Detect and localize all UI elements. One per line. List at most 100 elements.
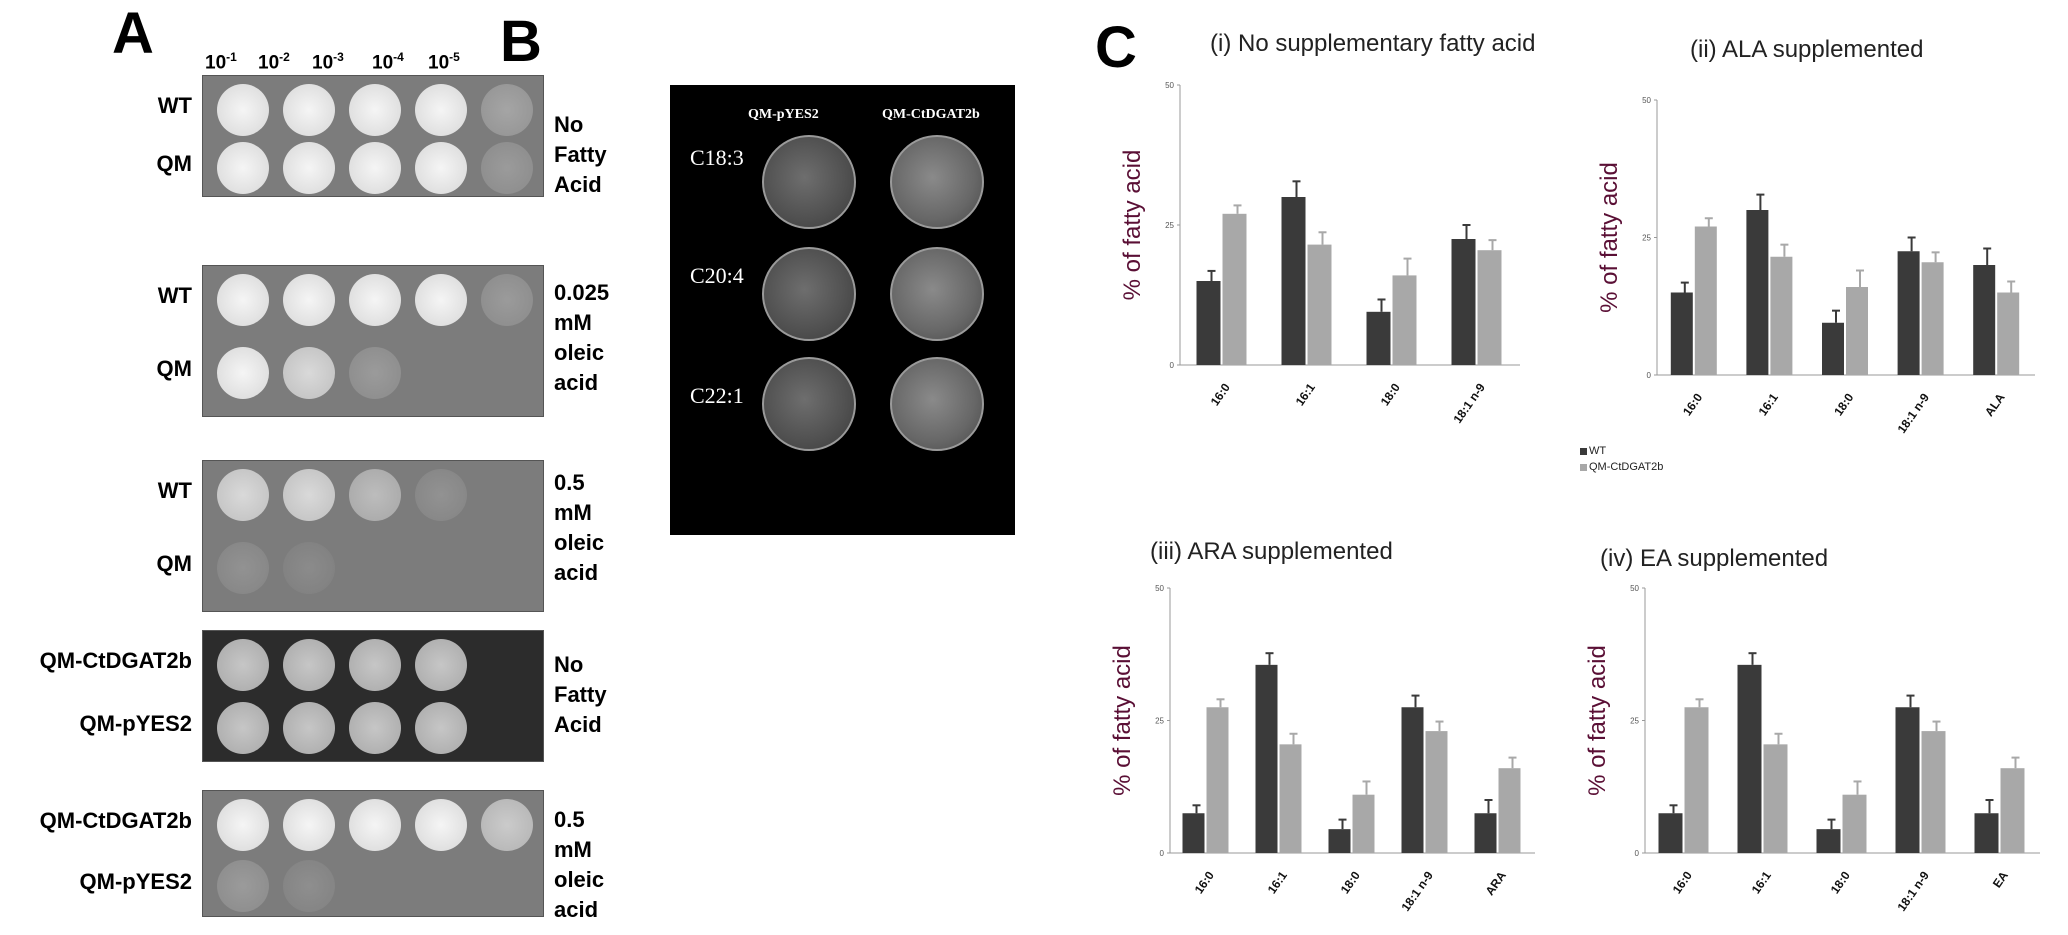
bar <box>1307 244 1332 365</box>
x-tick-label: 18:1 n-9 <box>1450 380 1488 425</box>
strain-label: QM-CtDGAT2b <box>39 808 192 833</box>
yeast-spot <box>415 639 467 691</box>
x-tick-label: 16:0 <box>1208 380 1233 408</box>
bar <box>1737 664 1762 853</box>
y-tick-label: 50 <box>1155 584 1164 593</box>
bar <box>1746 210 1769 375</box>
bar <box>1451 239 1476 365</box>
spot-plate-strip <box>202 630 544 762</box>
yeast-spot <box>349 799 401 851</box>
bar <box>1897 251 1920 375</box>
y-tick-label: 0 <box>1170 361 1175 370</box>
x-tick-label: 18:0 <box>1828 868 1853 896</box>
bar <box>1206 707 1229 853</box>
yeast-spot <box>481 799 533 851</box>
yeast-spot <box>283 84 335 136</box>
dilution-label: 10-2 <box>258 50 290 74</box>
y-tick-label: 50 <box>1165 81 1174 90</box>
strain-label: QM <box>156 151 192 176</box>
spot-plate-strip <box>202 265 544 417</box>
bar <box>1842 794 1867 853</box>
bar <box>1770 256 1793 375</box>
x-tick-label: 16:1 <box>1265 868 1290 896</box>
chart-title: (ii) ALA supplemented <box>1690 36 1924 63</box>
y-tick-label: 0 <box>1635 849 1640 858</box>
y-tick-label: 25 <box>1155 717 1164 726</box>
x-tick-label: 18:0 <box>1831 390 1856 418</box>
dilution-label: 10-4 <box>372 50 404 74</box>
bar-chart-ea: % of fatty acid 0 25 50 16:0 16:1 18:0 18:1 n-9… <box>1584 584 2040 914</box>
yeast-spot <box>283 274 335 326</box>
dilution-label: 10-1 <box>205 50 237 74</box>
yeast-spot <box>349 142 401 194</box>
x-tick-label: 16:1 <box>1749 868 1774 896</box>
y-tick-label: 25 <box>1630 717 1639 726</box>
bar <box>1196 281 1221 365</box>
bar <box>1392 275 1417 365</box>
bar <box>1498 768 1521 853</box>
strain-label: WT <box>157 283 192 308</box>
panel-b-row-label: C22:1 <box>690 383 744 408</box>
yeast-spot <box>349 347 401 399</box>
agar-plate-qm-pyes2-c22-1 <box>762 357 856 451</box>
strain-label: QM-pYES2 <box>79 868 192 894</box>
spot-plate-strip <box>202 75 544 197</box>
x-tick-label: 16:0 <box>1680 390 1705 418</box>
x-tick-label: 18:1 n-9 <box>1894 868 1932 913</box>
legend-item-wt: WT <box>1580 445 1606 457</box>
strain-label: WT <box>157 478 192 503</box>
agar-plate-qm-pyes2-c18-3 <box>762 135 856 229</box>
spot-plate-strip <box>202 790 544 917</box>
bar <box>1222 213 1247 365</box>
yeast-spot <box>283 347 335 399</box>
bar <box>1328 829 1351 853</box>
x-tick-label: 16:1 <box>1756 390 1781 418</box>
bar-chart-no-supplement: % of fatty acid 0 25 50 16:0 16:1 18:0 18:1 n-9 <box>1119 81 1520 426</box>
bar <box>1763 744 1788 853</box>
bar <box>1921 731 1946 853</box>
agar-plate-qm-pyes2-c20-4 <box>762 247 856 341</box>
y-tick-label: 50 <box>1642 96 1651 105</box>
condition-label: No Fatty Acid <box>554 652 607 737</box>
bar <box>1474 813 1497 853</box>
y-axis-label: % of fatty acid <box>1584 645 1611 796</box>
x-tick-label: EA <box>1990 868 2011 890</box>
bar <box>1822 322 1844 375</box>
legend-swatch <box>1580 447 1587 455</box>
legend-item-qm-ctdgat2b: QM-CtDGAT2b <box>1580 461 1663 473</box>
chart-title: (iv) EA supplemented <box>1600 545 1829 572</box>
condition-label: 0.025 mM oleic acid <box>554 280 610 395</box>
legend-swatch <box>1580 463 1587 471</box>
yeast-spot <box>415 469 467 521</box>
bar-chart-ala: % of fatty acid 0 25 50 16:0 16:1 18:0 18:1 n-9… <box>1596 96 2035 436</box>
chart-title: (i) No supplementary fatty acid <box>1210 30 1536 57</box>
yeast-spot <box>415 702 467 754</box>
spot-plate-strip <box>202 460 544 612</box>
x-tick-label: 18:1 n-9 <box>1398 868 1436 913</box>
strain-label: QM <box>156 356 192 381</box>
yeast-spot <box>415 799 467 851</box>
y-tick-label: 25 <box>1165 221 1174 230</box>
bar <box>1846 287 1868 375</box>
yeast-spot <box>217 274 269 326</box>
yeast-spot <box>217 84 269 136</box>
condition-label: 0.5 mM oleic acid <box>554 470 605 585</box>
y-tick-label: 0 <box>1160 849 1165 858</box>
dilution-label: 10-3 <box>312 50 344 74</box>
bar <box>1670 292 1693 375</box>
yeast-spot <box>481 274 533 326</box>
y-tick-label: 25 <box>1642 234 1651 243</box>
panel-b-letter: B <box>500 9 542 74</box>
x-tick-label: 18:0 <box>1378 380 1403 408</box>
yeast-spot <box>217 859 269 912</box>
yeast-spot <box>481 142 533 194</box>
bar <box>1366 311 1391 365</box>
yeast-spot <box>349 274 401 326</box>
x-tick-label: ARA <box>1483 868 1510 898</box>
condition-label: 0.5 mM oleic acid <box>554 807 605 922</box>
condition-label: No Fatty Acid <box>554 112 607 197</box>
x-tick-label: 18:1 n-9 <box>1895 390 1933 435</box>
yeast-spot <box>415 142 467 194</box>
y-axis-label: % of fatty acid <box>1596 162 1623 313</box>
bar <box>1281 197 1306 365</box>
